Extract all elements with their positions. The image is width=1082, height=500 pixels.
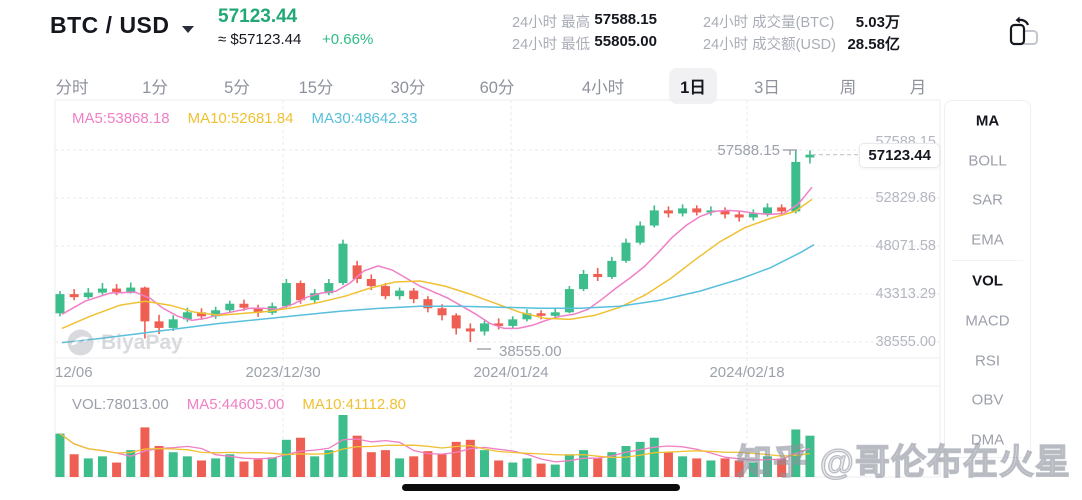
tab-1日[interactable]: 1日	[669, 68, 717, 104]
vol-legend-item: VOL:78013.00	[72, 396, 169, 413]
tab-60分[interactable]: 60分	[479, 79, 515, 97]
price-change-percent: +0.66%	[322, 31, 374, 48]
home-indicator[interactable]	[402, 484, 680, 491]
symbol-title[interactable]: BTC / USD	[50, 12, 170, 38]
tab-30分[interactable]: 30分	[390, 79, 426, 97]
indicator-vol[interactable]: VOL	[972, 272, 1003, 290]
tab-分时[interactable]: 分时	[55, 79, 89, 97]
indicator-panel	[944, 100, 1031, 458]
biyapay-watermark: BiyaPay	[67, 329, 183, 356]
ma-line	[61, 244, 815, 344]
chevron-down-icon[interactable]	[182, 26, 194, 33]
ma-legend-item: MA30:48642.33	[311, 110, 418, 127]
indicator-ema[interactable]: EMA	[971, 231, 1004, 249]
date-axis-label: 2023/12/30	[245, 364, 321, 381]
tab-15分[interactable]: 15分	[298, 79, 334, 97]
date-axis-label: 2024/02/18	[709, 364, 785, 381]
date-axis-label: 12/06	[55, 364, 93, 381]
rotate-screen-icon[interactable]	[1006, 15, 1042, 51]
price-axis-label: 52829.86	[875, 190, 936, 206]
indicator-obv[interactable]: OBV	[971, 391, 1004, 409]
stat-label: 24小时 成交量(BTC)	[703, 15, 835, 31]
indicator-ma[interactable]: MA	[975, 112, 1000, 130]
tab-月[interactable]: 月	[909, 79, 927, 97]
vol-legend: VOL:78013.00 MA5:44605.00 MA10:41112.80	[72, 396, 424, 413]
last-price: 57123.44	[218, 6, 298, 27]
price-axis-label: 48071.58	[875, 238, 936, 254]
indicator-macd[interactable]: MACD	[965, 312, 1010, 330]
biyapay-watermark-text: BiyaPay	[101, 330, 183, 354]
tab-5分[interactable]: 5分	[224, 79, 250, 97]
stat-value: 55805.00	[594, 33, 657, 50]
indicator-rsi[interactable]: RSI	[974, 352, 1000, 369]
biyapay-logo-icon	[67, 329, 94, 356]
stat-value: 5.03万	[855, 14, 900, 31]
ma-line	[61, 186, 813, 330]
ma-legend-item: MA10:52681.84	[187, 110, 294, 127]
price-axis-label: 38555.00	[875, 334, 936, 350]
stat-value: 57588.15	[594, 11, 657, 28]
zhihu-watermark: 知乎 @哥伦布在火星	[736, 442, 1071, 482]
ma-legend-item: MA5:53868.18	[72, 110, 170, 127]
vol-legend-item: MA5:44605.00	[186, 396, 285, 413]
low-annotation: 38555.00	[499, 343, 562, 360]
indicator-boll[interactable]: BOLL	[968, 152, 1007, 169]
stat-label: 24小时 最低	[512, 37, 591, 53]
ma-line	[61, 198, 813, 330]
high-annotation: 57588.15	[717, 142, 780, 159]
tab-4小时[interactable]: 4小时	[581, 79, 625, 97]
price-axis-label: 43313.29	[875, 286, 936, 302]
indicator-dma[interactable]: DMA	[970, 431, 1005, 449]
stat-value: 28.58亿	[847, 36, 900, 53]
tab-3日[interactable]: 3日	[754, 79, 780, 97]
candles	[55, 150, 815, 342]
ma-legend: MA5:53868.18 MA10:52681.84 MA30:48642.33	[72, 110, 435, 127]
indicator-divider	[952, 260, 1023, 261]
stat-label: 24小时 成交额(USD)	[703, 37, 836, 53]
stat-label: 24小时 最高	[512, 15, 591, 31]
price-fiat-equivalent: ≈ $57123.44	[218, 31, 302, 48]
date-axis-label: 2024/01/24	[473, 364, 549, 381]
tab-周[interactable]: 周	[839, 79, 857, 97]
volume-bars	[55, 415, 815, 477]
indicator-sar[interactable]: SAR	[972, 191, 1003, 209]
current-price-tag: 57123.44	[859, 143, 940, 168]
tab-1分[interactable]: 1分	[142, 79, 168, 97]
vol-legend-item: MA10:41112.80	[302, 396, 407, 413]
